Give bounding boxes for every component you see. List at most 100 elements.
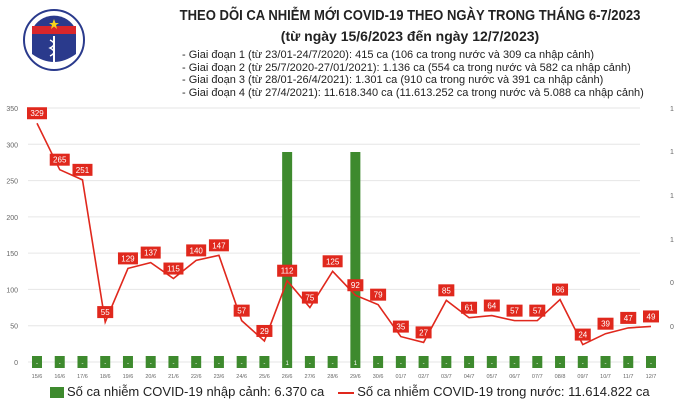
phase-note: - Giai đoạn 2 (từ 25/7/2020-27/01/2021):… xyxy=(182,61,631,74)
bar-label: - xyxy=(36,361,38,367)
data-label-box xyxy=(301,291,318,304)
left-axis-tick: 150 xyxy=(6,251,18,258)
bar xyxy=(304,356,315,368)
data-label-box xyxy=(643,310,659,323)
data-label: 92 xyxy=(351,281,360,290)
data-label: 35 xyxy=(396,323,405,332)
bar-label: - xyxy=(559,361,561,367)
bar xyxy=(122,356,133,368)
data-label: 75 xyxy=(305,294,314,303)
data-label-box xyxy=(506,304,523,317)
phase-note: - Giai đoạn 1 (từ 23/01-24/7/2020): 415 … xyxy=(182,49,595,61)
phase-note: - Giai đoạn 4 (từ 27/4/2021): 11.618.340… xyxy=(182,86,644,99)
bar xyxy=(577,356,588,368)
data-label-box xyxy=(483,299,500,312)
x-axis-tick: 22/6 xyxy=(191,374,202,380)
bar xyxy=(623,356,634,368)
data-label: 57 xyxy=(533,307,542,316)
bar xyxy=(100,356,111,368)
x-axis-tick: 12/7 xyxy=(646,374,657,380)
bar xyxy=(532,356,543,368)
x-axis-tick: 27/6 xyxy=(305,374,316,380)
bar-label: - xyxy=(127,361,129,367)
bar-label: - xyxy=(218,361,220,367)
bar xyxy=(646,356,656,368)
data-label-box xyxy=(370,288,387,301)
x-axis-tick: 28/6 xyxy=(327,374,338,380)
legend-item-domestic: Số ca nhiễm COVID-19 trong nước: 11.614.… xyxy=(338,384,650,399)
bar xyxy=(509,356,520,368)
bar xyxy=(282,152,293,368)
right-axis-tick: 0 xyxy=(670,280,674,287)
x-axis-tick: 06/7 xyxy=(509,374,520,380)
data-label: 129 xyxy=(121,254,135,263)
data-label-box xyxy=(277,264,298,277)
phase-notes: - Giai đoạn 1 (từ 23/01-24/7/2020): 415 … xyxy=(182,49,644,99)
left-axis-tick: 200 xyxy=(6,215,18,222)
data-label: 140 xyxy=(190,246,204,255)
data-label-box xyxy=(438,284,455,297)
bar-label: - xyxy=(491,361,493,367)
x-axis-tick: 09/7 xyxy=(577,374,588,380)
bar-label: - xyxy=(104,361,106,367)
data-label-box xyxy=(208,239,229,252)
data-label: 125 xyxy=(326,257,340,266)
bar xyxy=(350,152,361,368)
data-label-box xyxy=(49,153,70,166)
x-axis-tick: 04/7 xyxy=(464,374,475,380)
data-label-box xyxy=(392,320,409,333)
bar-label: - xyxy=(605,361,607,367)
x-axis-tick: 25/6 xyxy=(259,374,270,380)
bar-label: - xyxy=(332,361,334,367)
ministry-of-health-logo xyxy=(23,9,85,71)
right-axis-tick: 1 xyxy=(670,193,674,200)
data-label: 55 xyxy=(101,308,110,317)
bar-label: - xyxy=(423,361,425,367)
chart-title: THEO DÕI CA NHIỄM MỚI COVID-19 THEO NGÀY… xyxy=(179,8,641,24)
bar xyxy=(373,356,384,368)
bar xyxy=(259,356,270,368)
bar-label: - xyxy=(514,361,516,367)
bar-label: - xyxy=(377,361,379,367)
data-label: 47 xyxy=(624,314,633,323)
data-label: 64 xyxy=(487,302,496,311)
x-axis-tick: 29/6 xyxy=(350,374,361,380)
data-label-box xyxy=(186,244,207,257)
right-axis-tick: 1 xyxy=(670,106,674,113)
data-label: 57 xyxy=(510,307,519,316)
data-label: 29 xyxy=(260,327,269,336)
data-label-box xyxy=(97,306,114,319)
x-axis-tick: 20/6 xyxy=(145,374,156,380)
bar-label: - xyxy=(650,361,652,367)
phase-note: - Giai đoạn 3 (từ 28/01-26/4/2021): 1.30… xyxy=(182,74,604,86)
data-label-box xyxy=(322,255,343,268)
data-label-box xyxy=(597,317,614,330)
x-axis-tick: 03/7 xyxy=(441,374,452,380)
x-axis-tick: 19/6 xyxy=(123,374,134,380)
data-label-box xyxy=(347,279,364,292)
bar xyxy=(600,356,611,368)
bar xyxy=(213,356,224,368)
legend-swatch-bar xyxy=(50,387,64,399)
data-label-box xyxy=(27,107,47,120)
bar-label: - xyxy=(582,361,584,367)
bar xyxy=(32,356,42,368)
data-label: 115 xyxy=(167,265,180,274)
left-axis-tick: 100 xyxy=(6,287,18,294)
bar xyxy=(77,356,88,368)
bar xyxy=(236,356,247,368)
bar xyxy=(168,356,179,368)
data-label: 24 xyxy=(578,331,587,340)
right-axis-tick: 1 xyxy=(670,237,674,244)
data-label: 265 xyxy=(53,156,67,165)
bar xyxy=(327,356,338,368)
x-axis-tick: 15/6 xyxy=(32,374,43,380)
bar-label: - xyxy=(627,361,629,367)
data-label: 86 xyxy=(556,286,565,295)
left-axis-tick: 350 xyxy=(6,106,18,113)
data-label: 61 xyxy=(465,304,474,313)
x-axis-tick: 24/6 xyxy=(236,374,247,380)
data-label-box xyxy=(529,304,546,317)
data-label-box xyxy=(117,252,138,265)
